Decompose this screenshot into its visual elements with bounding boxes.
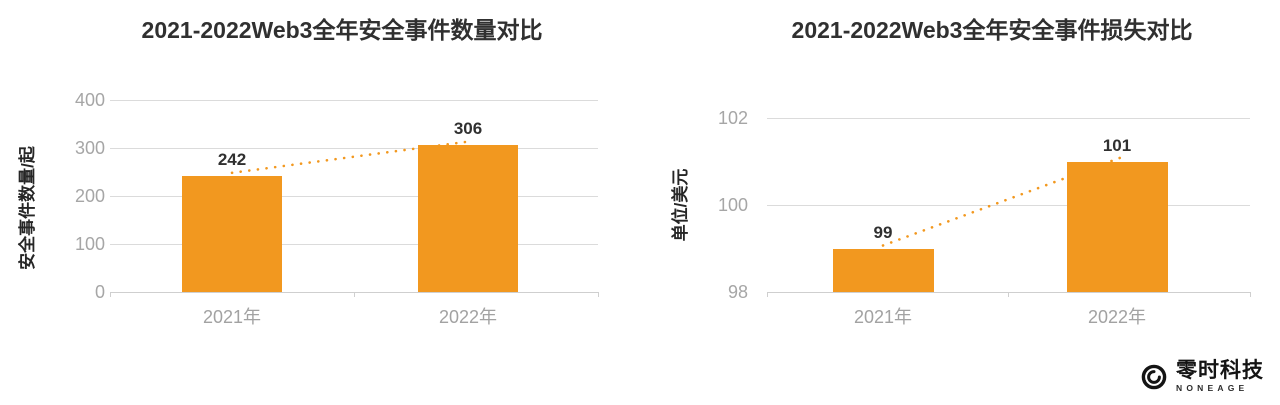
x-axis-tick [598,292,599,297]
bar-2021年 [832,248,934,292]
x-axis-tick [1008,292,1009,297]
x-category-label: 2022年 [438,307,498,327]
brand-name: 零时科技 [1176,359,1264,382]
gridline [110,196,598,197]
gridline [110,100,598,101]
y-tick-label: 100 [74,234,105,254]
y-tick-label: 300 [74,138,105,158]
x-axis-tick [1250,292,1251,297]
y-axis-title-incident-loss: 单位/美元 [671,168,690,242]
bar-value-label: 242 [217,149,247,169]
brand-logo: 零时科技 NONEAGE [1139,360,1264,393]
gridline [110,244,598,245]
x-axis-tick [354,292,355,297]
bar-value-label: 101 [1102,135,1132,155]
gridline [767,205,1250,206]
x-axis-tick [767,292,768,297]
x-category-label: 2021年 [853,307,913,327]
y-tick-label: 200 [74,186,105,206]
y-tick-label: 0 [94,282,105,302]
x-axis-tick [110,292,111,297]
bar-value-label: 99 [873,222,893,242]
x-category-label: 2021年 [202,307,262,327]
x-category-label: 2022年 [1087,307,1147,327]
gridline [110,148,598,149]
bar-value-label: 306 [453,119,483,139]
bar-2022年 [418,145,518,292]
x-axis-line [767,292,1250,293]
bar-2021年 [182,175,282,292]
bar-2022年 [1066,161,1168,292]
y-axis-title-incident-count: 安全事件数量/起 [18,146,37,270]
brand-subname: NONEAGE [1176,383,1249,393]
chart-title-incident-loss: 2021-2022Web3全年安全事件损失对比 [791,17,1193,43]
y-tick-label: 400 [74,90,105,110]
chart-title-incident-count: 2021-2022Web3全年安全事件数量对比 [141,17,543,43]
gridline [767,118,1250,119]
x-axis-line [110,292,598,293]
swirl-ring-icon [1141,364,1167,389]
